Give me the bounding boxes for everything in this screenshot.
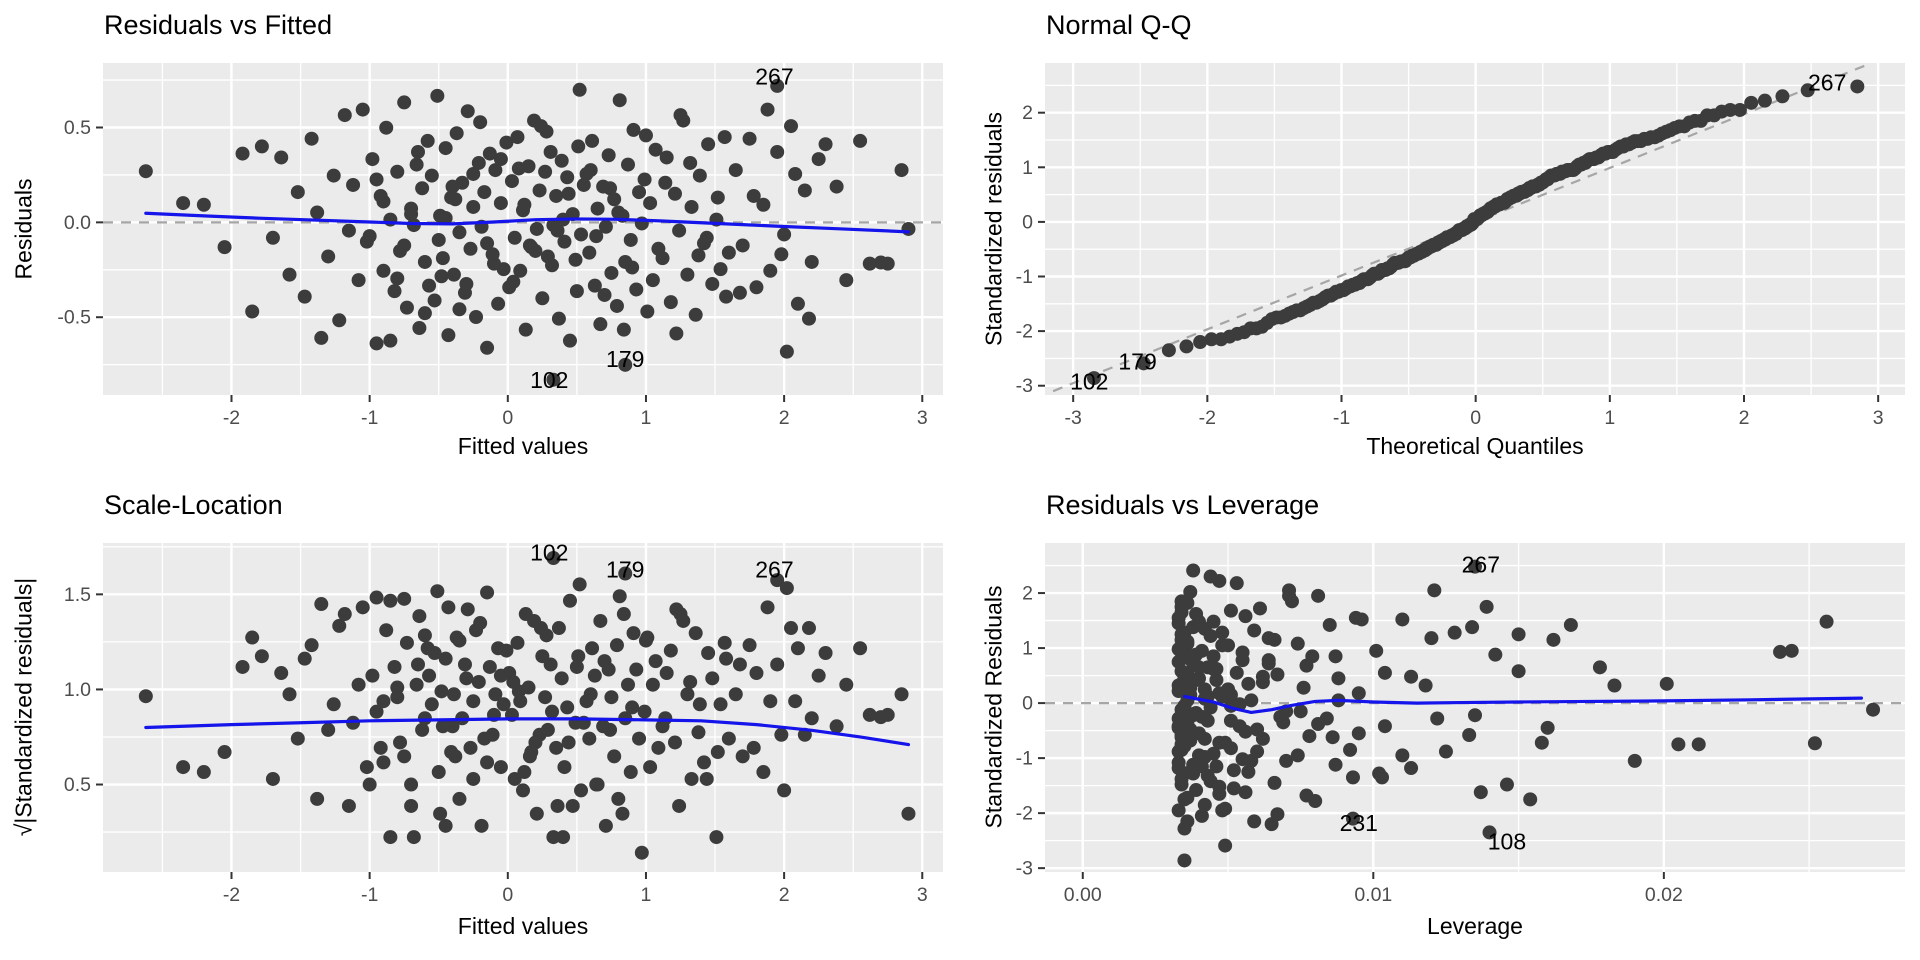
x-axis-label-fitted-values: Fitted values <box>457 433 589 459</box>
svg-text:0.5: 0.5 <box>64 117 91 139</box>
panel-residuals-vs-leverage: 267 231 108 0.00 0.01 0.02 -3 -2 -1 0 1 2 Residuals… <box>960 480 1920 960</box>
point-label-179: 179 <box>606 557 644 583</box>
svg-text:0: 0 <box>502 884 513 906</box>
svg-text:0.00: 0.00 <box>1064 884 1102 906</box>
panel-residuals-vs-fitted: 267 179 102 -2 -1 0 1 2 3 -0.5 0.0 0.5 Residuals vs… <box>0 0 960 480</box>
svg-text:2: 2 <box>1022 583 1033 605</box>
point-label-267: 267 <box>755 63 793 89</box>
point-label-231: 231 <box>1340 810 1378 836</box>
svg-text:1: 1 <box>641 407 652 429</box>
plot-title-normal-qq: Normal Q-Q <box>1046 10 1192 40</box>
point-label-102: 102 <box>530 367 568 393</box>
svg-text:-2: -2 <box>1199 407 1216 429</box>
svg-text:1: 1 <box>1022 157 1033 179</box>
svg-text:-1: -1 <box>361 884 378 906</box>
point-label-179: 179 <box>606 346 644 372</box>
svg-text:1.0: 1.0 <box>64 679 91 701</box>
point-label-267: 267 <box>755 557 793 583</box>
plot-title-residuals-vs-fitted: Residuals vs Fitted <box>104 10 333 40</box>
y-axis-label-standardized-residuals: Standardized residuals <box>980 112 1007 346</box>
plot-title-scale-location: Scale-Location <box>104 490 283 520</box>
svg-text:3: 3 <box>1873 407 1884 429</box>
chart-normal-qq: 267 179 102 -3 -2 -1 0 1 2 3 -3 -2 -1 0 1 2 <box>1016 63 1905 429</box>
svg-text:2: 2 <box>779 884 790 906</box>
plot-title-residuals-vs-leverage: Residuals vs Leverage <box>1046 490 1320 520</box>
svg-text:-2: -2 <box>223 884 240 906</box>
svg-text:0: 0 <box>1470 407 1481 429</box>
svg-text:-2: -2 <box>223 407 240 429</box>
y-axis-label-sqrt-standardized-residuals: √|Standardized residuals| <box>10 577 37 837</box>
svg-text:1: 1 <box>1604 407 1615 429</box>
svg-text:-2: -2 <box>1016 321 1033 343</box>
svg-text:0.01: 0.01 <box>1354 884 1392 906</box>
svg-text:0: 0 <box>1022 211 1033 233</box>
panel-scale-location: 102 179 267 -2 -1 0 1 2 3 0.5 1.0 1.5 Scale-Locatio… <box>0 480 960 960</box>
y-axis-label-standardized-residuals-cap: Standardized Residuals <box>980 585 1007 829</box>
svg-text:2: 2 <box>1739 407 1750 429</box>
point-label-267: 267 <box>1462 551 1500 577</box>
svg-text:-1: -1 <box>1333 407 1350 429</box>
x-axis-label-theoretical-quantiles: Theoretical Quantiles <box>1366 433 1584 459</box>
svg-text:-3: -3 <box>1016 375 1033 397</box>
x-axis-label-fitted-values: Fitted values <box>457 913 589 939</box>
chart-residuals-vs-leverage: 267 231 108 0.00 0.01 0.02 -3 -2 -1 0 1 2 <box>1016 543 1905 906</box>
point-label-102: 102 <box>1070 368 1108 394</box>
svg-text:-0.5: -0.5 <box>57 307 91 329</box>
point-label-179: 179 <box>1118 349 1156 375</box>
point-label-267: 267 <box>1808 70 1846 96</box>
chart-residuals-vs-fitted: 267 179 102 -2 -1 0 1 2 3 -0.5 0.0 0.5 <box>57 63 943 429</box>
svg-text:0: 0 <box>502 407 513 429</box>
point-label-108: 108 <box>1488 829 1526 855</box>
x-axis-label-leverage: Leverage <box>1427 913 1523 939</box>
svg-text:-3: -3 <box>1065 407 1082 429</box>
svg-text:-3: -3 <box>1016 858 1033 880</box>
svg-text:3: 3 <box>917 407 928 429</box>
svg-text:2: 2 <box>779 407 790 429</box>
svg-text:-2: -2 <box>1016 803 1033 825</box>
svg-text:0.0: 0.0 <box>64 212 91 234</box>
chart-scale-location: 102 179 267 -2 -1 0 1 2 3 0.5 1.0 1.5 <box>64 540 943 906</box>
y-axis-label-residuals: Residuals <box>10 178 37 280</box>
svg-text:2: 2 <box>1022 102 1033 124</box>
svg-text:0.5: 0.5 <box>64 774 91 796</box>
point-label-102: 102 <box>530 540 568 566</box>
svg-text:-1: -1 <box>1016 266 1033 288</box>
panel-normal-qq: 267 179 102 -3 -2 -1 0 1 2 3 -3 -2 -1 0 1 2 Normal Q-Q … <box>960 0 1920 480</box>
svg-text:-1: -1 <box>361 407 378 429</box>
svg-text:1: 1 <box>1022 638 1033 660</box>
svg-text:3: 3 <box>917 884 928 906</box>
svg-text:1: 1 <box>641 884 652 906</box>
svg-text:-1: -1 <box>1016 748 1033 770</box>
svg-text:0: 0 <box>1022 693 1033 715</box>
svg-text:1.5: 1.5 <box>64 584 91 606</box>
svg-text:0.02: 0.02 <box>1645 884 1683 906</box>
